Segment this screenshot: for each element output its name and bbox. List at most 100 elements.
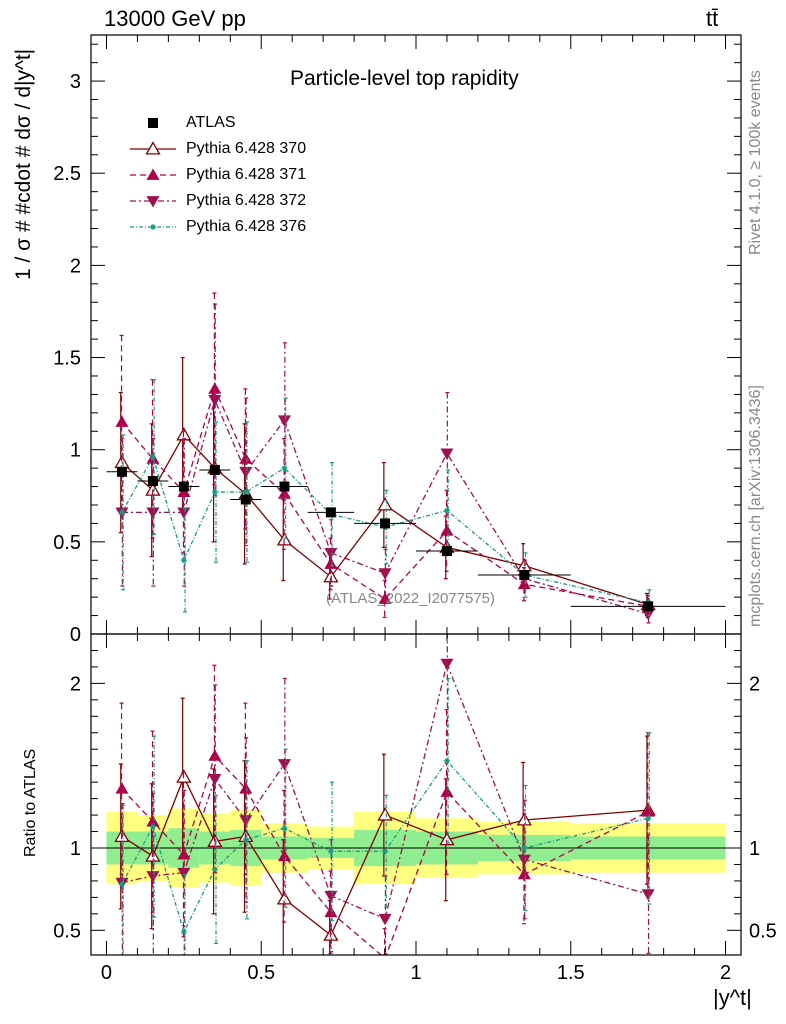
ratio-point-2-8 <box>440 658 454 671</box>
legend <box>130 118 176 230</box>
ratio-point-2-1 <box>146 871 160 883</box>
main-point-3-1-cross <box>149 454 156 461</box>
atlas-point-9 <box>519 570 530 581</box>
main-series-line-3 <box>121 455 649 604</box>
main-ytick-label-0: 0 <box>70 624 81 646</box>
ratio-errbar-3-0 <box>121 804 126 955</box>
atlas-point-8 <box>441 546 452 557</box>
ratio-series-line-1 <box>121 754 649 955</box>
ratio-frame <box>90 633 742 956</box>
ratio-series <box>114 634 656 955</box>
ratio-errbar-2-2 <box>182 789 187 955</box>
atlas-point-0 <box>116 466 127 477</box>
ratio-point-3-7 <box>382 848 389 855</box>
ratio-point-3-8 <box>443 757 450 764</box>
main-point-1-0 <box>115 415 129 427</box>
ratio-point-2-2 <box>177 867 191 880</box>
main-point-3-3 <box>211 489 218 496</box>
main-point-1-8 <box>440 524 454 536</box>
ratio-point-2-5 <box>277 759 291 771</box>
legend-marker-3-cross <box>150 224 156 230</box>
ratio-point-1-2 <box>177 848 191 860</box>
ratio-point-3-10-cross <box>645 815 652 822</box>
main-errbar-3-4 <box>244 421 249 563</box>
legend-marker-1 <box>146 168 160 180</box>
main-point-2-10 <box>641 608 655 621</box>
main-point-3-5 <box>281 465 288 472</box>
xtick-label-4: 2 <box>720 962 731 984</box>
main-point-3-4 <box>242 489 249 496</box>
xtick-label-2: 1 <box>410 962 421 984</box>
main-errbar-3-5 <box>283 397 288 539</box>
main-point-2-3 <box>208 395 222 407</box>
main-point-3-5-cross <box>281 465 288 472</box>
ratio-series-line-3 <box>121 759 649 934</box>
ratio-point-3-5-cross <box>281 825 288 832</box>
ratio-ytick-label-right-2: 2 <box>749 673 760 695</box>
ratio-point-2-10 <box>641 889 655 901</box>
main-atlas-data <box>106 464 726 612</box>
main-errbar-3-1 <box>152 379 157 536</box>
ratio-errbar-3-9 <box>523 784 528 912</box>
ratio-point-1-1 <box>146 815 160 827</box>
main-ytick-label-2: 1 <box>70 440 81 462</box>
main-point-3-8 <box>443 507 450 514</box>
ratio-point-3-10 <box>645 815 652 822</box>
atlas-point-6 <box>325 507 336 518</box>
legend-marker-0 <box>145 141 161 155</box>
ratio-point-3-4 <box>242 836 249 843</box>
ratio-point-3-3 <box>211 866 218 873</box>
ratio-ytick-label-left-1: 1 <box>70 838 81 860</box>
main-point-2-2 <box>177 507 191 519</box>
main-errbar-3-9 <box>523 552 528 598</box>
ratio-point-3-8-cross <box>443 757 450 764</box>
legend-marker-3 <box>150 224 156 230</box>
main-point-3-8-cross <box>443 507 450 514</box>
main-series <box>106 292 726 624</box>
main-point-2-6 <box>324 548 338 560</box>
axis-ticks: 0 0.5 1 1.5 2 2.5 3 0.5 0.5 1 1 2 2 0 0.5 1 1.5 2 <box>53 35 777 984</box>
main-errbar-3-0 <box>121 434 126 591</box>
ratio-point-1-4 <box>239 782 253 794</box>
ratio-point-1-5 <box>277 849 291 862</box>
main-series-2 <box>115 303 655 624</box>
ratio-errbar-3-5 <box>283 748 288 908</box>
main-point-3-3-cross <box>211 489 218 496</box>
ratio-point-3-2-cross <box>180 928 187 935</box>
atlas-point-3 <box>209 464 220 475</box>
main-point-2-4 <box>239 466 253 479</box>
ratio-point-1-3 <box>208 749 222 761</box>
atlas-point-1 <box>147 476 158 487</box>
atlas-point-5 <box>279 481 290 492</box>
ratio-point-3-1 <box>149 823 156 830</box>
ratio-point-3-0-cross <box>118 881 125 888</box>
ratio-point-3-1-cross <box>149 823 156 830</box>
ratio-point-2-9 <box>517 854 531 867</box>
main-ytick-label-1: 0.5 <box>53 532 81 554</box>
ratio-ytick-label-right-1: 1 <box>749 838 760 860</box>
legend-marker-atlas <box>148 118 158 128</box>
ratio-series-2 <box>115 634 655 955</box>
ratio-point-3-4-cross <box>242 836 249 843</box>
main-point-3-0 <box>118 509 125 516</box>
xtick-label-3: 1.5 <box>557 962 585 984</box>
ratio-point-1-0 <box>115 782 129 794</box>
atlas-point-10 <box>643 601 654 612</box>
ratio-point-3-0 <box>118 881 125 888</box>
main-point-2-7 <box>378 568 392 580</box>
ratio-point-1-8 <box>440 785 454 797</box>
ratio-series-3 <box>118 677 652 955</box>
ratio-point-3-9-cross <box>521 845 528 851</box>
atlas-point-7 <box>380 518 391 529</box>
main-point-1-3 <box>208 382 222 394</box>
ratio-point-2-4 <box>239 815 253 827</box>
ratio-point-3-3-cross <box>211 866 218 873</box>
main-point-2-5 <box>277 415 291 427</box>
ratio-errbar-3-4 <box>244 760 249 920</box>
main-point-3-2-cross <box>180 557 187 564</box>
xtick-label-0: 0 <box>101 962 112 984</box>
ratio-ytick-label-left-0: 0.5 <box>53 920 81 942</box>
main-point-3-2 <box>180 557 187 564</box>
